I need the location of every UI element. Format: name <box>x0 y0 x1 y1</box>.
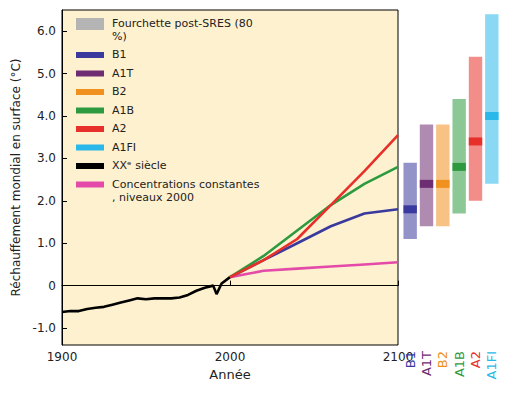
svg-text:2000: 2000 <box>215 350 246 364</box>
svg-text:, niveaux 2000: , niveaux 2000 <box>112 191 194 204</box>
svg-text:6.0: 6.0 <box>37 24 56 38</box>
svg-text:Réchauffement mondial en surfa: Réchauffement mondial en surface (°C) <box>9 59 23 297</box>
svg-text:%): %) <box>112 30 127 43</box>
svg-text:A1FI: A1FI <box>484 351 499 379</box>
svg-text:B1: B1 <box>112 48 127 61</box>
svg-text:1.0: 1.0 <box>37 236 56 250</box>
svg-text:A2: A2 <box>112 122 127 135</box>
svg-text:Fourchette post-SRES (80: Fourchette post-SRES (80 <box>112 17 256 30</box>
svg-text:A1T: A1T <box>419 351 434 376</box>
svg-text:B2: B2 <box>112 85 127 98</box>
svg-text:B1: B1 <box>403 351 418 368</box>
svg-text:A1B: A1B <box>452 351 467 377</box>
svg-text:2.0: 2.0 <box>37 194 56 208</box>
svg-text:XXᵉ siècle: XXᵉ siècle <box>112 159 167 172</box>
svg-text:Concentrations constantes: Concentrations constantes <box>112 178 260 191</box>
svg-text:4.0: 4.0 <box>37 109 56 123</box>
svg-text:0: 0 <box>48 279 56 293</box>
svg-text:-1.0: -1.0 <box>33 321 56 335</box>
svg-text:A1FI: A1FI <box>112 141 136 154</box>
svg-text:2100: 2100 <box>382 350 414 364</box>
svg-text:B2: B2 <box>435 351 450 368</box>
svg-text:1900: 1900 <box>47 350 78 364</box>
svg-text:A1B: A1B <box>112 104 134 117</box>
svg-text:Année: Année <box>209 367 250 382</box>
svg-text:A1T: A1T <box>112 67 134 80</box>
svg-text:3.0: 3.0 <box>37 151 56 165</box>
svg-text:5.0: 5.0 <box>37 67 56 81</box>
svg-text:A2: A2 <box>468 351 483 368</box>
